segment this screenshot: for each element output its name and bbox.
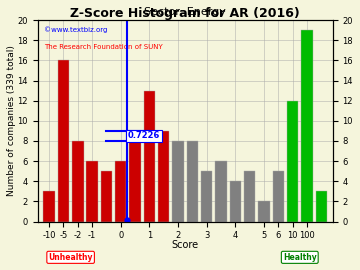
Bar xyxy=(115,161,126,222)
Text: Sector: Energy: Sector: Energy xyxy=(144,7,226,17)
X-axis label: Score: Score xyxy=(172,240,199,250)
Bar xyxy=(44,191,55,222)
Bar xyxy=(129,131,141,222)
Text: Healthy: Healthy xyxy=(283,253,317,262)
Bar xyxy=(101,171,112,222)
Text: ©www.textbiz.org: ©www.textbiz.org xyxy=(44,26,107,33)
Bar xyxy=(186,141,198,222)
Y-axis label: Number of companies (339 total): Number of companies (339 total) xyxy=(7,45,16,196)
Bar xyxy=(172,141,184,222)
Bar xyxy=(215,161,227,222)
Bar xyxy=(230,181,241,222)
Title: Z-Score Histogram for AR (2016): Z-Score Histogram for AR (2016) xyxy=(70,7,300,20)
Text: 0.7226: 0.7226 xyxy=(128,131,160,140)
Text: The Research Foundation of SUNY: The Research Foundation of SUNY xyxy=(44,44,162,50)
Bar xyxy=(72,141,84,222)
Bar xyxy=(58,60,69,222)
Bar xyxy=(315,191,327,222)
Bar xyxy=(287,101,298,222)
Bar xyxy=(244,171,255,222)
Bar xyxy=(273,171,284,222)
Bar xyxy=(158,131,170,222)
Bar xyxy=(86,161,98,222)
Text: Unhealthy: Unhealthy xyxy=(48,253,93,262)
Bar xyxy=(301,30,312,222)
Bar xyxy=(201,171,212,222)
Bar xyxy=(144,91,155,222)
Bar xyxy=(258,201,270,222)
